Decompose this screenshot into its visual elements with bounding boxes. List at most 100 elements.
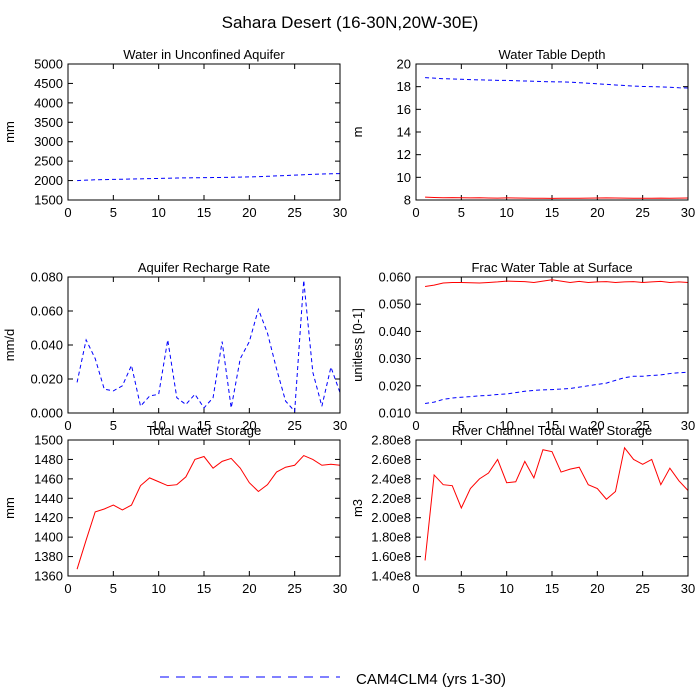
panel-title: Aquifer Recharge Rate bbox=[138, 260, 270, 275]
x-tick-label: 30 bbox=[333, 581, 347, 596]
x-tick-label: 0 bbox=[64, 418, 71, 433]
x-tick-label: 30 bbox=[681, 205, 695, 220]
y-axis-label: mm bbox=[2, 121, 17, 143]
chart-panel-3: Aquifer Recharge Rate mm/d 0 5 10 15 20 25 30 0.0… bbox=[2, 260, 347, 433]
y-tick-label: 1.60e8 bbox=[371, 549, 411, 564]
x-tick-label: 20 bbox=[590, 581, 604, 596]
y-tick-label: 8 bbox=[404, 193, 411, 208]
chart-panel-1: Water in Unconfined Aquifer mm 0 5 10 15 20 25 3… bbox=[2, 47, 347, 220]
x-tick-label: 10 bbox=[151, 418, 165, 433]
y-tick-label: 18 bbox=[397, 79, 411, 94]
x-tick-label: 0 bbox=[412, 581, 419, 596]
y-tick-label: 1440 bbox=[34, 491, 63, 506]
x-tick-label: 15 bbox=[545, 205, 559, 220]
y-tick-label: 1.40e8 bbox=[371, 569, 411, 584]
legend-label-clm4: CAM4CLM4 (yrs 1-30) bbox=[356, 671, 506, 688]
x-tick-label: 25 bbox=[287, 581, 301, 596]
series-line-clm4 bbox=[424, 371, 689, 404]
plot-frame bbox=[415, 276, 689, 414]
panel-title: River Channel Total Water Storage bbox=[452, 423, 652, 438]
x-tick-label: 0 bbox=[64, 205, 71, 220]
y-axis-label: unitless [0-1] bbox=[350, 308, 365, 382]
plot-frame bbox=[67, 63, 341, 201]
y-tick-label: 1480 bbox=[34, 452, 63, 467]
y-tick-label: 3500 bbox=[34, 115, 63, 130]
x-tick-label: 5 bbox=[458, 205, 465, 220]
y-tick-label: 0.020 bbox=[378, 378, 411, 393]
y-tick-label: 0.020 bbox=[30, 372, 63, 387]
y-tick-label: 1.80e8 bbox=[371, 530, 411, 545]
x-tick-label: 0 bbox=[412, 418, 419, 433]
x-tick-label: 10 bbox=[151, 205, 165, 220]
x-tick-label: 15 bbox=[545, 581, 559, 596]
x-tick-label: 30 bbox=[681, 581, 695, 596]
x-tick-label: 10 bbox=[499, 581, 513, 596]
series-line-clm5 bbox=[76, 454, 341, 570]
x-tick-label: 20 bbox=[242, 205, 256, 220]
x-tick-label: 5 bbox=[110, 581, 117, 596]
x-tick-label: 20 bbox=[242, 418, 256, 433]
chart-panels: Water in Unconfined Aquifer mm 0 5 10 15 20 25 3… bbox=[2, 47, 695, 596]
plot-frame bbox=[415, 439, 689, 577]
plot-frame bbox=[67, 439, 341, 577]
series-line-clm4 bbox=[425, 77, 689, 89]
y-tick-label: 0.030 bbox=[378, 351, 411, 366]
panel-title: Water in Unconfined Aquifer bbox=[123, 47, 285, 62]
y-tick-label: 0.040 bbox=[378, 324, 411, 339]
x-tick-label: 5 bbox=[458, 418, 465, 433]
x-tick-label: 20 bbox=[590, 418, 604, 433]
x-tick-label: 5 bbox=[458, 581, 465, 596]
y-tick-label: 2.40e8 bbox=[371, 471, 411, 486]
plot-frame bbox=[415, 63, 689, 201]
y-tick-label: 1500 bbox=[34, 433, 63, 448]
y-tick-label: 0.010 bbox=[378, 406, 411, 421]
y-tick-label: 4000 bbox=[34, 95, 63, 110]
x-tick-label: 15 bbox=[545, 418, 559, 433]
series-line-clm5 bbox=[425, 196, 689, 199]
y-axis-label: mm/d bbox=[2, 329, 17, 362]
series-line-clm5 bbox=[424, 279, 689, 288]
x-tick-label: 0 bbox=[412, 205, 419, 220]
y-tick-label: 5000 bbox=[34, 57, 63, 72]
y-tick-label: 0.060 bbox=[30, 304, 63, 319]
y-tick-label: 1500 bbox=[34, 193, 63, 208]
x-tick-label: 15 bbox=[197, 581, 211, 596]
chart-panel-2: Water Table Depth m 0 5 10 15 20 25 30 8 10 12 14 16 1… bbox=[350, 47, 695, 220]
x-tick-label: 5 bbox=[110, 418, 117, 433]
y-tick-label: 3000 bbox=[34, 134, 63, 149]
y-tick-label: 2.20e8 bbox=[371, 491, 411, 506]
y-tick-label: 0.080 bbox=[30, 270, 63, 285]
chart-panel-6: River Channel Total Water Storage m3 0 5 10 1… bbox=[350, 423, 695, 596]
x-tick-label: 30 bbox=[681, 418, 695, 433]
y-tick-label: 1360 bbox=[34, 569, 63, 584]
y-axis-label: mm bbox=[2, 497, 17, 519]
x-tick-label: 5 bbox=[110, 205, 117, 220]
x-tick-label: 30 bbox=[333, 418, 347, 433]
plot-frame bbox=[67, 276, 341, 414]
x-tick-label: 25 bbox=[635, 418, 649, 433]
y-axis-label: m bbox=[350, 127, 365, 138]
legend: CAM4CLM4 (yrs 1-30) bbox=[160, 671, 506, 688]
x-tick-label: 25 bbox=[287, 418, 301, 433]
y-tick-label: 1460 bbox=[34, 471, 63, 486]
y-tick-label: 2.60e8 bbox=[371, 452, 411, 467]
x-tick-label: 15 bbox=[197, 205, 211, 220]
x-tick-label: 10 bbox=[499, 418, 513, 433]
x-tick-label: 10 bbox=[151, 581, 165, 596]
y-tick-label: 2000 bbox=[34, 173, 63, 188]
series-line-clm4 bbox=[76, 280, 341, 413]
x-tick-label: 25 bbox=[287, 205, 301, 220]
series-line-clm4 bbox=[77, 173, 341, 182]
panel-title: Total Water Storage bbox=[147, 423, 261, 438]
y-tick-label: 14 bbox=[397, 125, 411, 140]
y-tick-label: 2.00e8 bbox=[371, 510, 411, 525]
y-tick-label: 0.060 bbox=[378, 270, 411, 285]
x-tick-label: 25 bbox=[635, 205, 649, 220]
y-tick-label: 10 bbox=[397, 170, 411, 185]
x-tick-label: 20 bbox=[590, 205, 604, 220]
y-tick-label: 0.050 bbox=[378, 297, 411, 312]
x-tick-label: 20 bbox=[242, 581, 256, 596]
panel-title: Frac Water Table at Surface bbox=[471, 260, 632, 275]
y-tick-label: 12 bbox=[397, 147, 411, 162]
